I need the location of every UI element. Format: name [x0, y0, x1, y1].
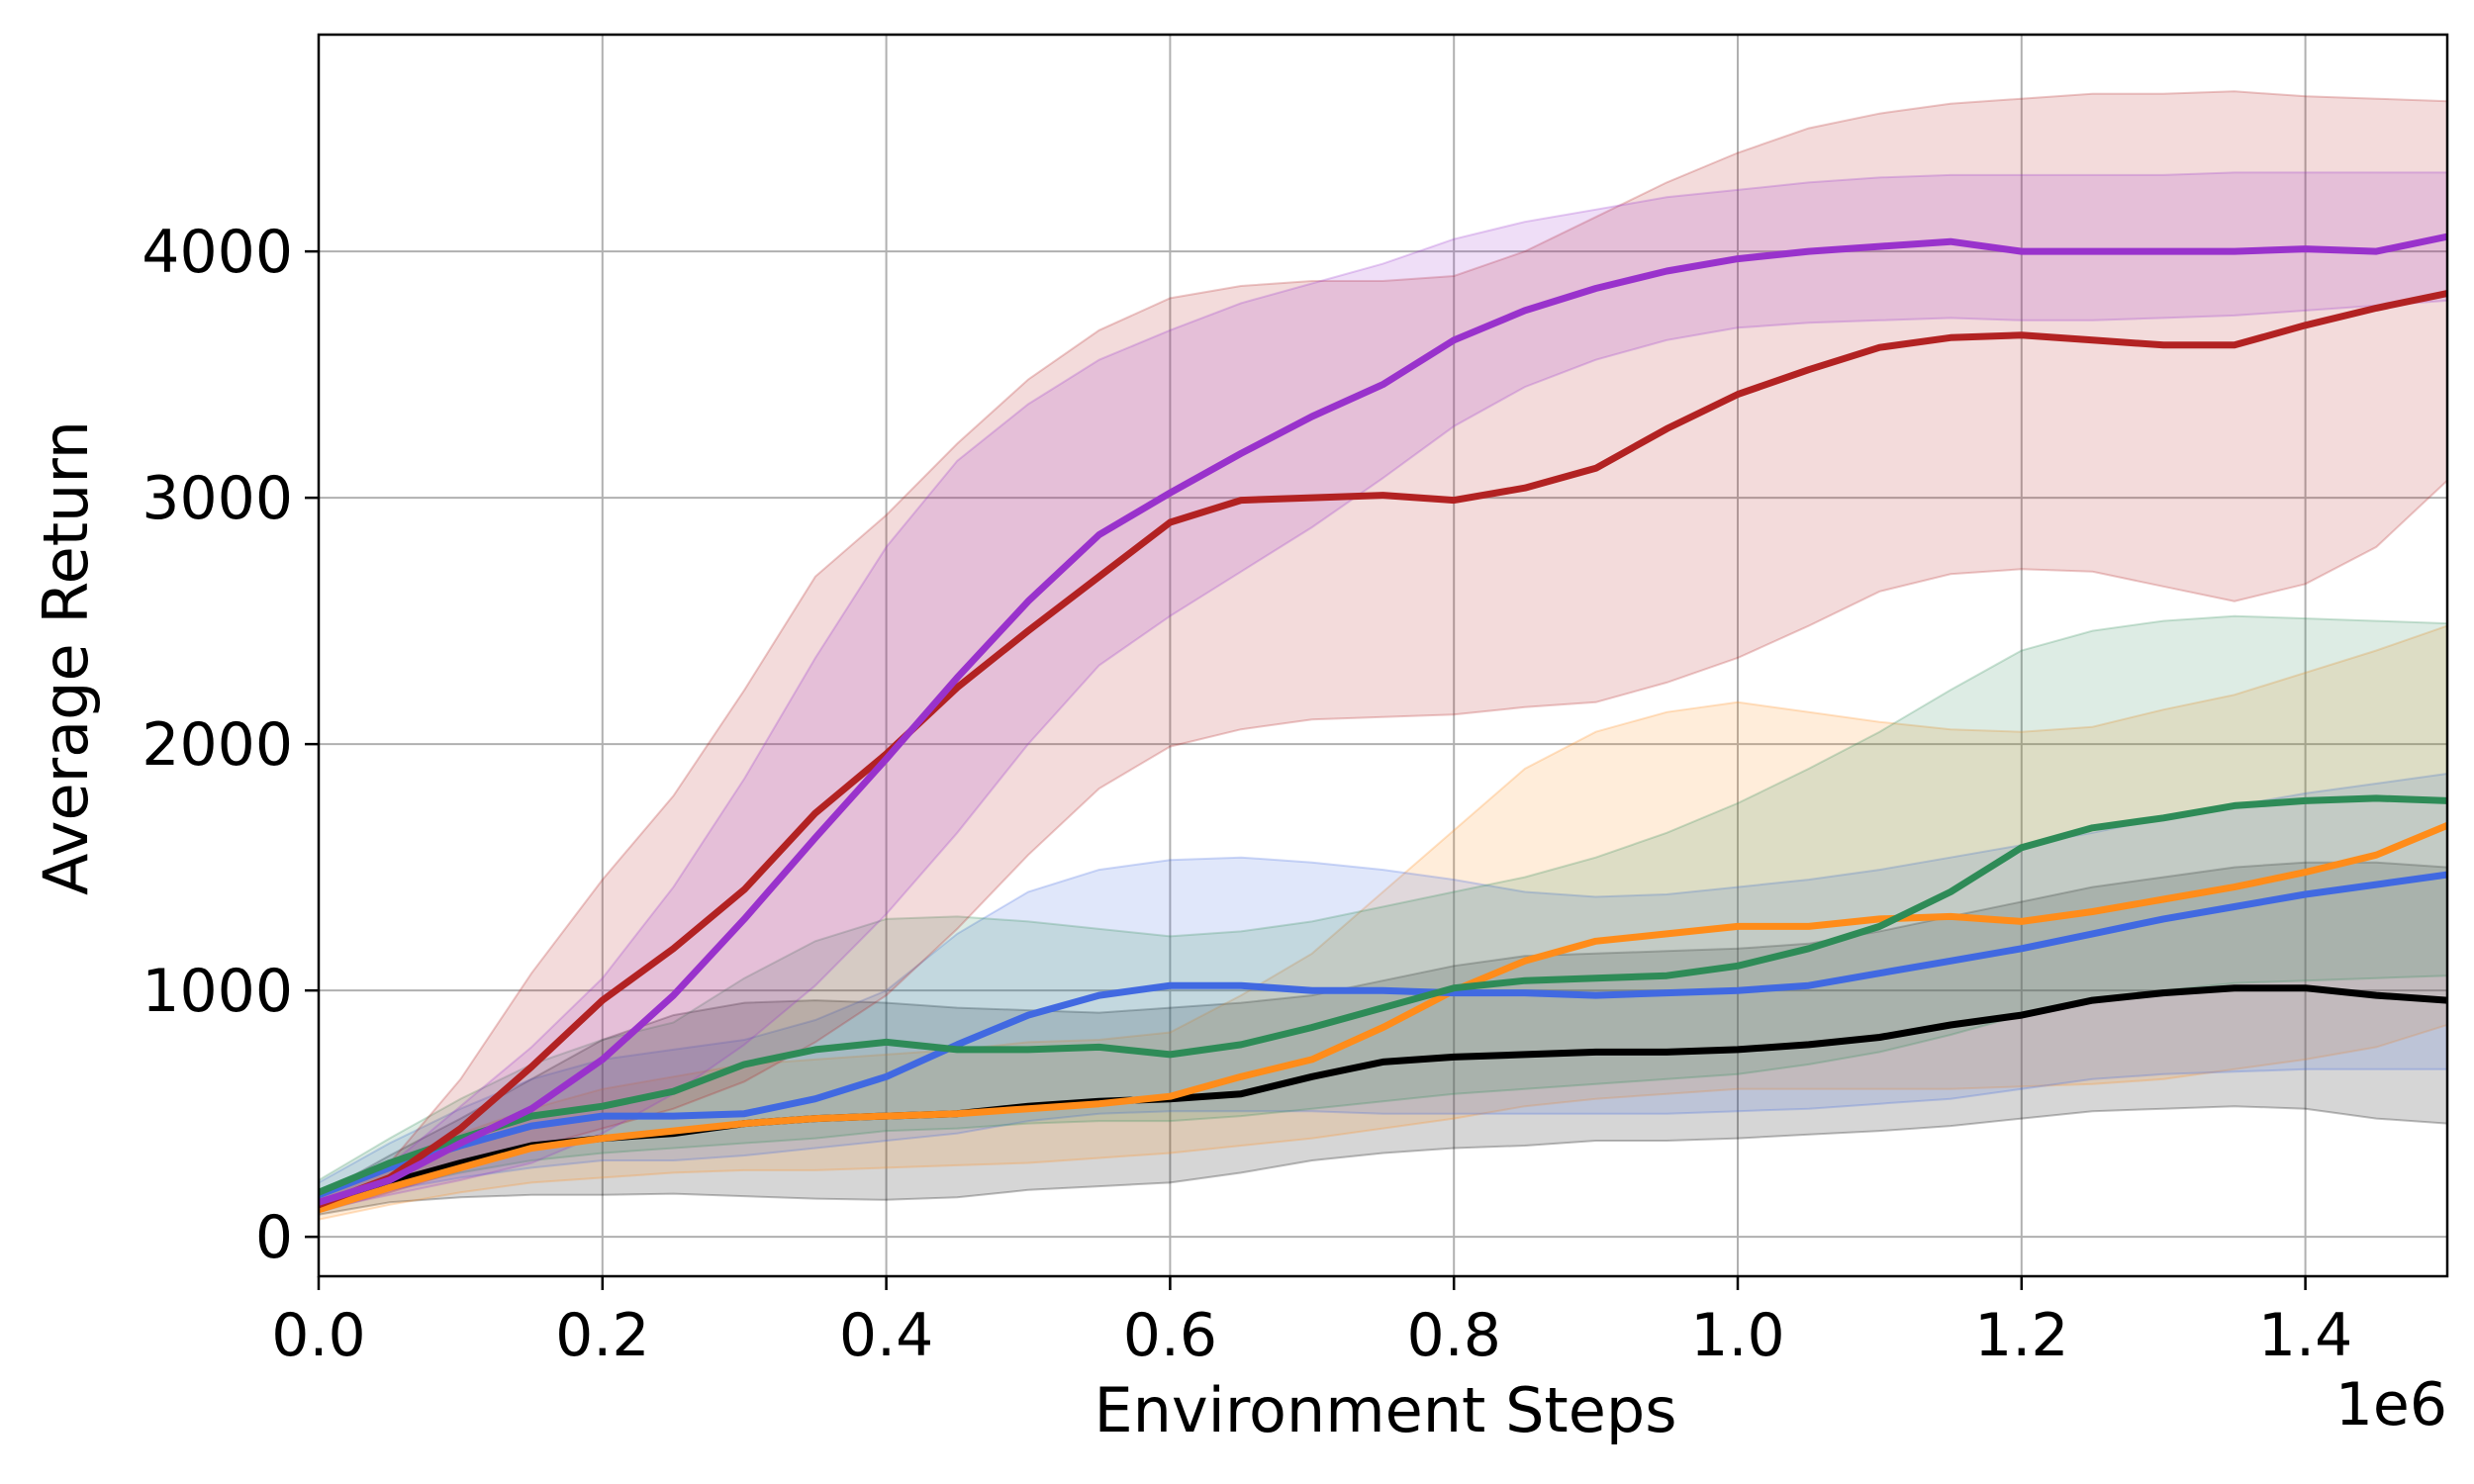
y-tick-label: 4000 [142, 218, 293, 287]
y-tick-label: 0 [255, 1203, 293, 1272]
y-axis-label: Average Return [30, 420, 102, 895]
x-axis-ticks: 0.0 0.2 0.4 0.6 0.8 1.0 1.2 1.4 [271, 1276, 2352, 1370]
x-tick-label: 1.4 [2258, 1301, 2352, 1370]
x-axis-offset-text: 1e6 [2335, 1370, 2447, 1439]
x-tick-label: 0.8 [1406, 1301, 1500, 1370]
plot-frame [317, 33, 2449, 1278]
line-red [319, 290, 2447, 1209]
line-green [319, 794, 2447, 1196]
x-tick-label: 1.2 [1974, 1301, 2068, 1370]
y-tick-label: 2000 [142, 710, 293, 780]
line-blue [319, 871, 2447, 1199]
y-tick-label: 1000 [142, 957, 293, 1026]
x-tick-label: 0.2 [555, 1301, 649, 1370]
line-purple [319, 232, 2447, 1206]
y-axis-ticks: 0 1000 2000 3000 4000 [142, 218, 319, 1272]
x-axis-label: Environment Steps [1094, 1374, 1676, 1446]
line-orange [319, 821, 2447, 1214]
y-tick-label: 3000 [142, 464, 293, 533]
band-red [319, 90, 2447, 1214]
x-tick-label: 0.4 [839, 1301, 933, 1370]
band-green [319, 614, 2447, 1206]
x-tick-label: 0.0 [271, 1301, 365, 1370]
confidence-bands [319, 90, 2447, 1221]
series-lines [319, 232, 2447, 1214]
band-orange [319, 624, 2447, 1221]
x-tick-label: 0.6 [1123, 1301, 1217, 1370]
x-tick-label: 1.0 [1690, 1301, 1784, 1370]
